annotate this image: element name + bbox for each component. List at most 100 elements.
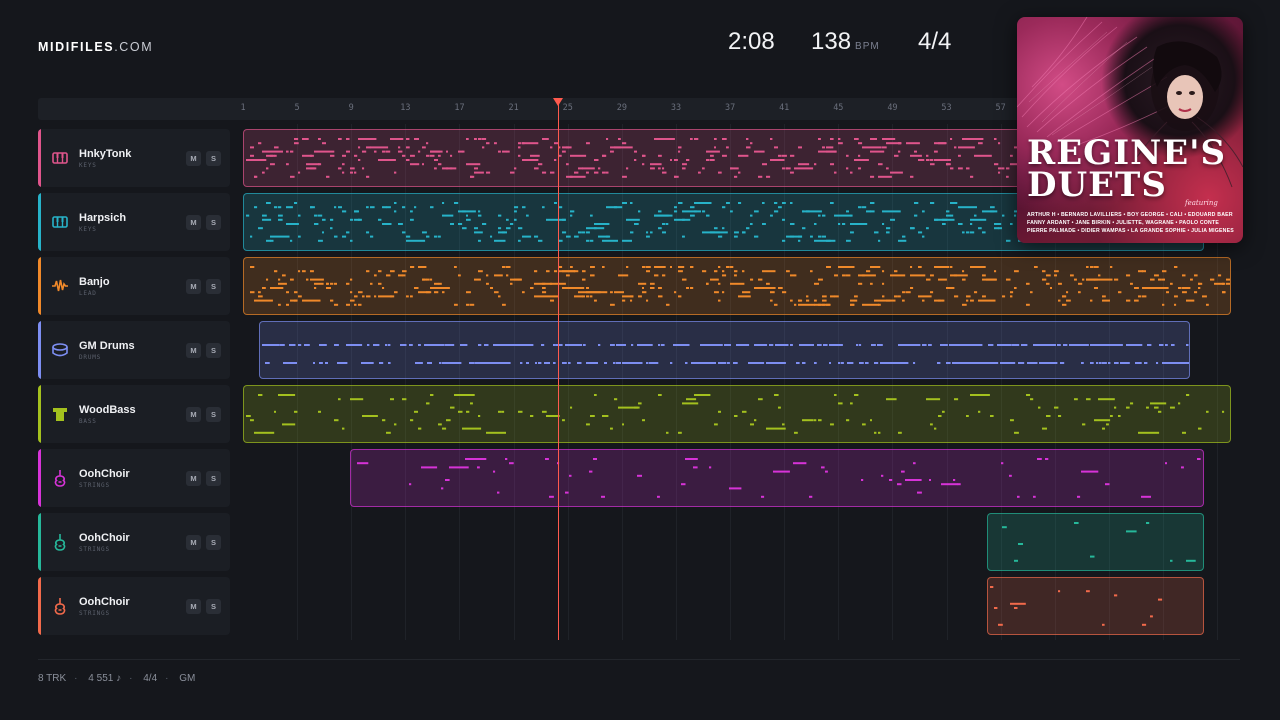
midi-clip[interactable]	[259, 321, 1191, 379]
mute-button[interactable]: M	[186, 279, 201, 294]
midi-note	[1159, 344, 1164, 346]
piano-icon	[51, 149, 69, 167]
solo-button[interactable]: S	[206, 343, 221, 358]
mute-button[interactable]: M	[186, 151, 201, 166]
midi-clip[interactable]	[243, 385, 1231, 443]
midi-note	[502, 266, 506, 268]
midi-note	[426, 402, 430, 405]
midi-note	[674, 291, 677, 294]
midi-note	[778, 287, 783, 289]
midi-note	[294, 223, 297, 225]
midi-note	[930, 159, 934, 161]
track-color-bar	[38, 129, 41, 187]
solo-button[interactable]: S	[206, 535, 221, 550]
midi-note	[922, 344, 927, 346]
track-header[interactable]: Banjo LEAD M S	[38, 257, 230, 315]
midi-note	[450, 167, 453, 170]
track-header[interactable]: GM Drums DRUMS M S	[38, 321, 230, 379]
midi-clip[interactable]	[243, 257, 1231, 315]
solo-button[interactable]: S	[206, 599, 221, 614]
mute-button[interactable]: M	[186, 471, 201, 486]
track-header[interactable]: Harpsich KEYS M S	[38, 193, 230, 251]
solo-button[interactable]: S	[206, 471, 221, 486]
midi-note	[362, 415, 378, 417]
midi-note	[710, 278, 719, 281]
midi-clip[interactable]	[349, 449, 1204, 507]
solo-button[interactable]: S	[206, 279, 221, 294]
midi-note	[426, 291, 430, 294]
midi-note	[838, 138, 841, 140]
mute-button[interactable]: M	[186, 599, 201, 614]
midi-note	[270, 287, 275, 289]
timeline-ruler[interactable]: 1 5 9 13 17 21 25 29 33 37 41 45 49 53 57	[38, 98, 1240, 120]
track-header[interactable]: OohChoir STRINGS M S	[38, 577, 230, 635]
midi-note	[374, 274, 377, 277]
midi-note	[702, 270, 707, 273]
midi-note	[426, 278, 430, 281]
midi-note	[766, 282, 770, 285]
midi-note	[962, 138, 984, 140]
midi-note	[388, 344, 391, 346]
midi-note	[871, 344, 874, 346]
album-title: REGINE'S DUETS	[1027, 136, 1226, 202]
track-name: Harpsich	[79, 212, 127, 224]
clip-notes	[250, 266, 1230, 306]
midi-note	[782, 202, 786, 204]
track-color-bar	[38, 321, 41, 379]
midi-note	[350, 218, 354, 221]
mute-button[interactable]: M	[186, 343, 201, 358]
midi-note	[958, 344, 963, 346]
midi-note	[406, 295, 409, 298]
midi-note	[350, 239, 353, 242]
midi-note	[562, 270, 575, 273]
midi-note	[962, 270, 965, 273]
midi-note	[658, 287, 662, 289]
solo-button[interactable]: S	[206, 151, 221, 166]
midi-note	[510, 282, 513, 285]
midi-note	[594, 159, 599, 161]
midi-note	[946, 163, 950, 166]
midi-clip[interactable]	[987, 577, 1204, 635]
mute-button[interactable]: M	[186, 535, 201, 550]
midi-note	[774, 210, 779, 213]
midi-note	[685, 362, 688, 364]
midi-note	[1138, 362, 1142, 364]
solo-button[interactable]: S	[206, 407, 221, 422]
midi-note	[798, 235, 802, 238]
midi-note	[486, 431, 506, 434]
midi-note	[1194, 291, 1198, 294]
track-header[interactable]: OohChoir STRINGS M S	[38, 449, 230, 507]
midi-note	[286, 150, 289, 153]
midi-note	[502, 231, 505, 234]
midi-note	[289, 344, 294, 346]
track-name: GM Drums	[79, 340, 135, 352]
midi-note	[1000, 462, 1004, 465]
playhead-handle[interactable]	[553, 98, 564, 106]
midi-note	[790, 235, 794, 238]
solo-button[interactable]: S	[206, 215, 221, 230]
midi-note	[343, 362, 348, 364]
midi-note	[294, 299, 298, 302]
track-header[interactable]: OohChoir STRINGS M S	[38, 513, 230, 571]
midi-note	[304, 344, 308, 346]
midi-note	[614, 146, 633, 149]
mute-button[interactable]: M	[186, 407, 201, 422]
midi-note	[878, 431, 881, 434]
mute-button[interactable]: M	[186, 215, 201, 230]
track-header[interactable]: WoodBass BASS M S	[38, 385, 230, 443]
midi-note	[674, 206, 677, 209]
playhead[interactable]	[558, 104, 560, 640]
track-header[interactable]: HnkyTonk KEYS M S	[38, 129, 230, 187]
midi-clip[interactable]	[987, 513, 1204, 571]
midi-note	[390, 270, 395, 273]
midi-note	[820, 466, 825, 469]
midi-note	[782, 167, 786, 170]
midi-note	[546, 138, 549, 140]
midi-note	[650, 163, 662, 166]
midi-note	[979, 344, 983, 346]
midi-note	[1006, 239, 1011, 242]
midi-note	[666, 303, 670, 306]
midi-note	[1186, 362, 1190, 364]
midi-note	[862, 274, 865, 277]
midi-note	[502, 344, 507, 346]
